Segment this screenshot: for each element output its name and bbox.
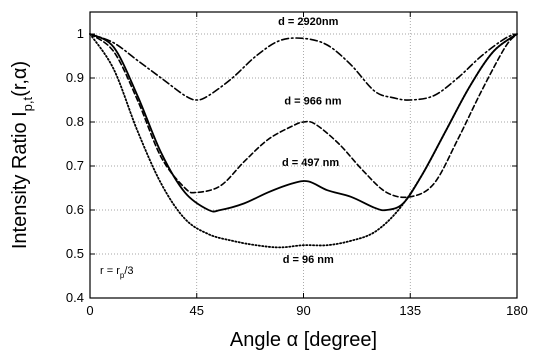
y-axis-title: Intensity Ratio Ip,t(r,α): [9, 61, 35, 249]
x-tick-label: 45: [190, 303, 204, 318]
y-tick-label: 0.6: [66, 202, 84, 217]
series-line-d-96-nm: [89, 33, 518, 249]
ticks: 0 45 90 135 180 0.4 0.5 0.6 0.7 0.8 0.9 1: [66, 12, 528, 318]
curve-label: d = 966 nm: [284, 95, 341, 107]
x-tick-label: 0: [86, 303, 93, 318]
x-tick-label: 135: [399, 303, 421, 318]
annotations: d = 2920nm d = 966 nm d = 497 nm d = 96 nm: [278, 16, 342, 266]
curve-label: d = 497 nm: [282, 157, 339, 169]
y-tick-label: 1: [77, 26, 84, 41]
series-layer: [89, 33, 518, 249]
x-tick-label: 90: [296, 303, 310, 318]
radius-label: r = rp/3: [100, 265, 134, 280]
curve-label: d = 96 nm: [283, 254, 334, 266]
x-axis-title: Angle α [degree]: [230, 329, 377, 351]
series-line-d-966-nm: [89, 33, 518, 199]
y-tick-label: 0.7: [66, 158, 84, 173]
x-tick-label: 180: [506, 303, 528, 318]
y-tick-label: 0.9: [66, 70, 84, 85]
series-line-d-2920nm: [89, 33, 518, 101]
y-tick-label: 0.8: [66, 114, 84, 129]
curve-label: d = 2920nm: [278, 16, 338, 28]
y-tick-label: 0.4: [66, 290, 84, 305]
y-tick-label: 0.5: [66, 246, 84, 261]
